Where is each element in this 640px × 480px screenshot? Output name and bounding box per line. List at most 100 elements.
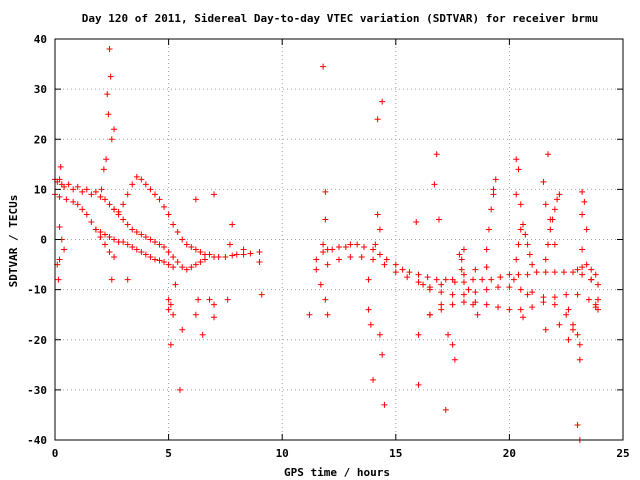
data-point [347, 241, 354, 248]
data-point [379, 351, 386, 358]
x-tick-label: 5 [165, 447, 172, 460]
data-point [197, 259, 204, 266]
data-point [479, 276, 486, 283]
data-point [240, 246, 247, 253]
data-point [495, 304, 502, 311]
data-point [101, 231, 108, 238]
data-point [542, 269, 549, 276]
data-point [74, 201, 81, 208]
data-point [179, 236, 186, 243]
data-point [320, 63, 327, 70]
data-point [170, 264, 177, 271]
data-point [520, 314, 527, 321]
data-point [70, 198, 77, 205]
data-point [370, 256, 377, 263]
data-point [533, 269, 540, 276]
data-point [431, 181, 438, 188]
data-point [510, 276, 517, 283]
x-tick-label: 25 [616, 447, 629, 460]
x-axis-label: GPS time / hours [284, 466, 390, 479]
data-point [460, 271, 467, 278]
data-point [522, 231, 529, 238]
data-point [529, 304, 536, 311]
data-point [517, 306, 524, 313]
data-point [211, 314, 218, 321]
data-point [474, 311, 481, 318]
tick-labels: 0 5 10 15 20 25 -40 -30 -20 -10 0 10 20 30 40 [27, 33, 630, 460]
data-point [497, 274, 504, 281]
data-point [415, 279, 422, 286]
data-point [88, 218, 95, 225]
data-point [365, 276, 372, 283]
data-point [174, 228, 181, 235]
data-point [551, 301, 558, 308]
data-point [529, 289, 536, 296]
data-point [167, 301, 174, 308]
data-point [524, 271, 531, 278]
data-point [229, 252, 236, 259]
data-point [133, 228, 140, 235]
data-point [524, 241, 531, 248]
data-point [79, 188, 86, 195]
data-point [524, 291, 531, 298]
data-point [551, 294, 558, 301]
data-point [172, 281, 179, 288]
data-point [560, 269, 567, 276]
chart-title: Day 120 of 2011, Sidereal Day-to-day VTE… [82, 12, 599, 25]
data-point [313, 256, 320, 263]
data-point [545, 151, 552, 158]
data-point [506, 306, 513, 313]
data-point [138, 231, 145, 238]
data-point [115, 211, 122, 218]
data-point [595, 306, 602, 313]
data-point [438, 301, 445, 308]
data-point [129, 244, 136, 251]
data-point [106, 46, 113, 53]
data-point [579, 271, 586, 278]
data-point [124, 191, 131, 198]
data-point [483, 286, 490, 293]
data-point [579, 264, 586, 271]
data-point [83, 211, 90, 218]
data-point [526, 251, 533, 258]
data-point [415, 331, 422, 338]
data-point [111, 236, 118, 243]
x-tick-label: 15 [389, 447, 402, 460]
data-point [492, 176, 499, 183]
data-point [111, 126, 118, 133]
data-point [97, 228, 104, 235]
data-point [449, 341, 456, 348]
data-point [506, 271, 513, 278]
data-point [374, 211, 381, 218]
data-point [413, 218, 420, 225]
data-point [506, 284, 513, 291]
data-point [540, 299, 547, 306]
data-point [111, 254, 118, 261]
data-point [138, 176, 145, 183]
data-point [370, 376, 377, 383]
data-point [449, 301, 456, 308]
data-point [551, 241, 558, 248]
data-point [56, 256, 63, 263]
data-point [592, 271, 599, 278]
data-point [483, 246, 490, 253]
data-point [161, 259, 168, 266]
data-point [156, 196, 163, 203]
data-point [101, 241, 108, 248]
data-point [70, 186, 77, 193]
data-point [365, 306, 372, 313]
data-point [485, 226, 492, 233]
data-point [358, 254, 365, 261]
data-point [583, 261, 590, 268]
data-point [322, 216, 329, 223]
data-point [107, 73, 114, 80]
data-point [426, 311, 433, 318]
data-point [438, 306, 445, 313]
data-point [488, 206, 495, 213]
data-point [151, 256, 158, 263]
data-point [179, 326, 186, 333]
data-point [470, 301, 477, 308]
data-point [376, 251, 383, 258]
data-point [415, 381, 422, 388]
